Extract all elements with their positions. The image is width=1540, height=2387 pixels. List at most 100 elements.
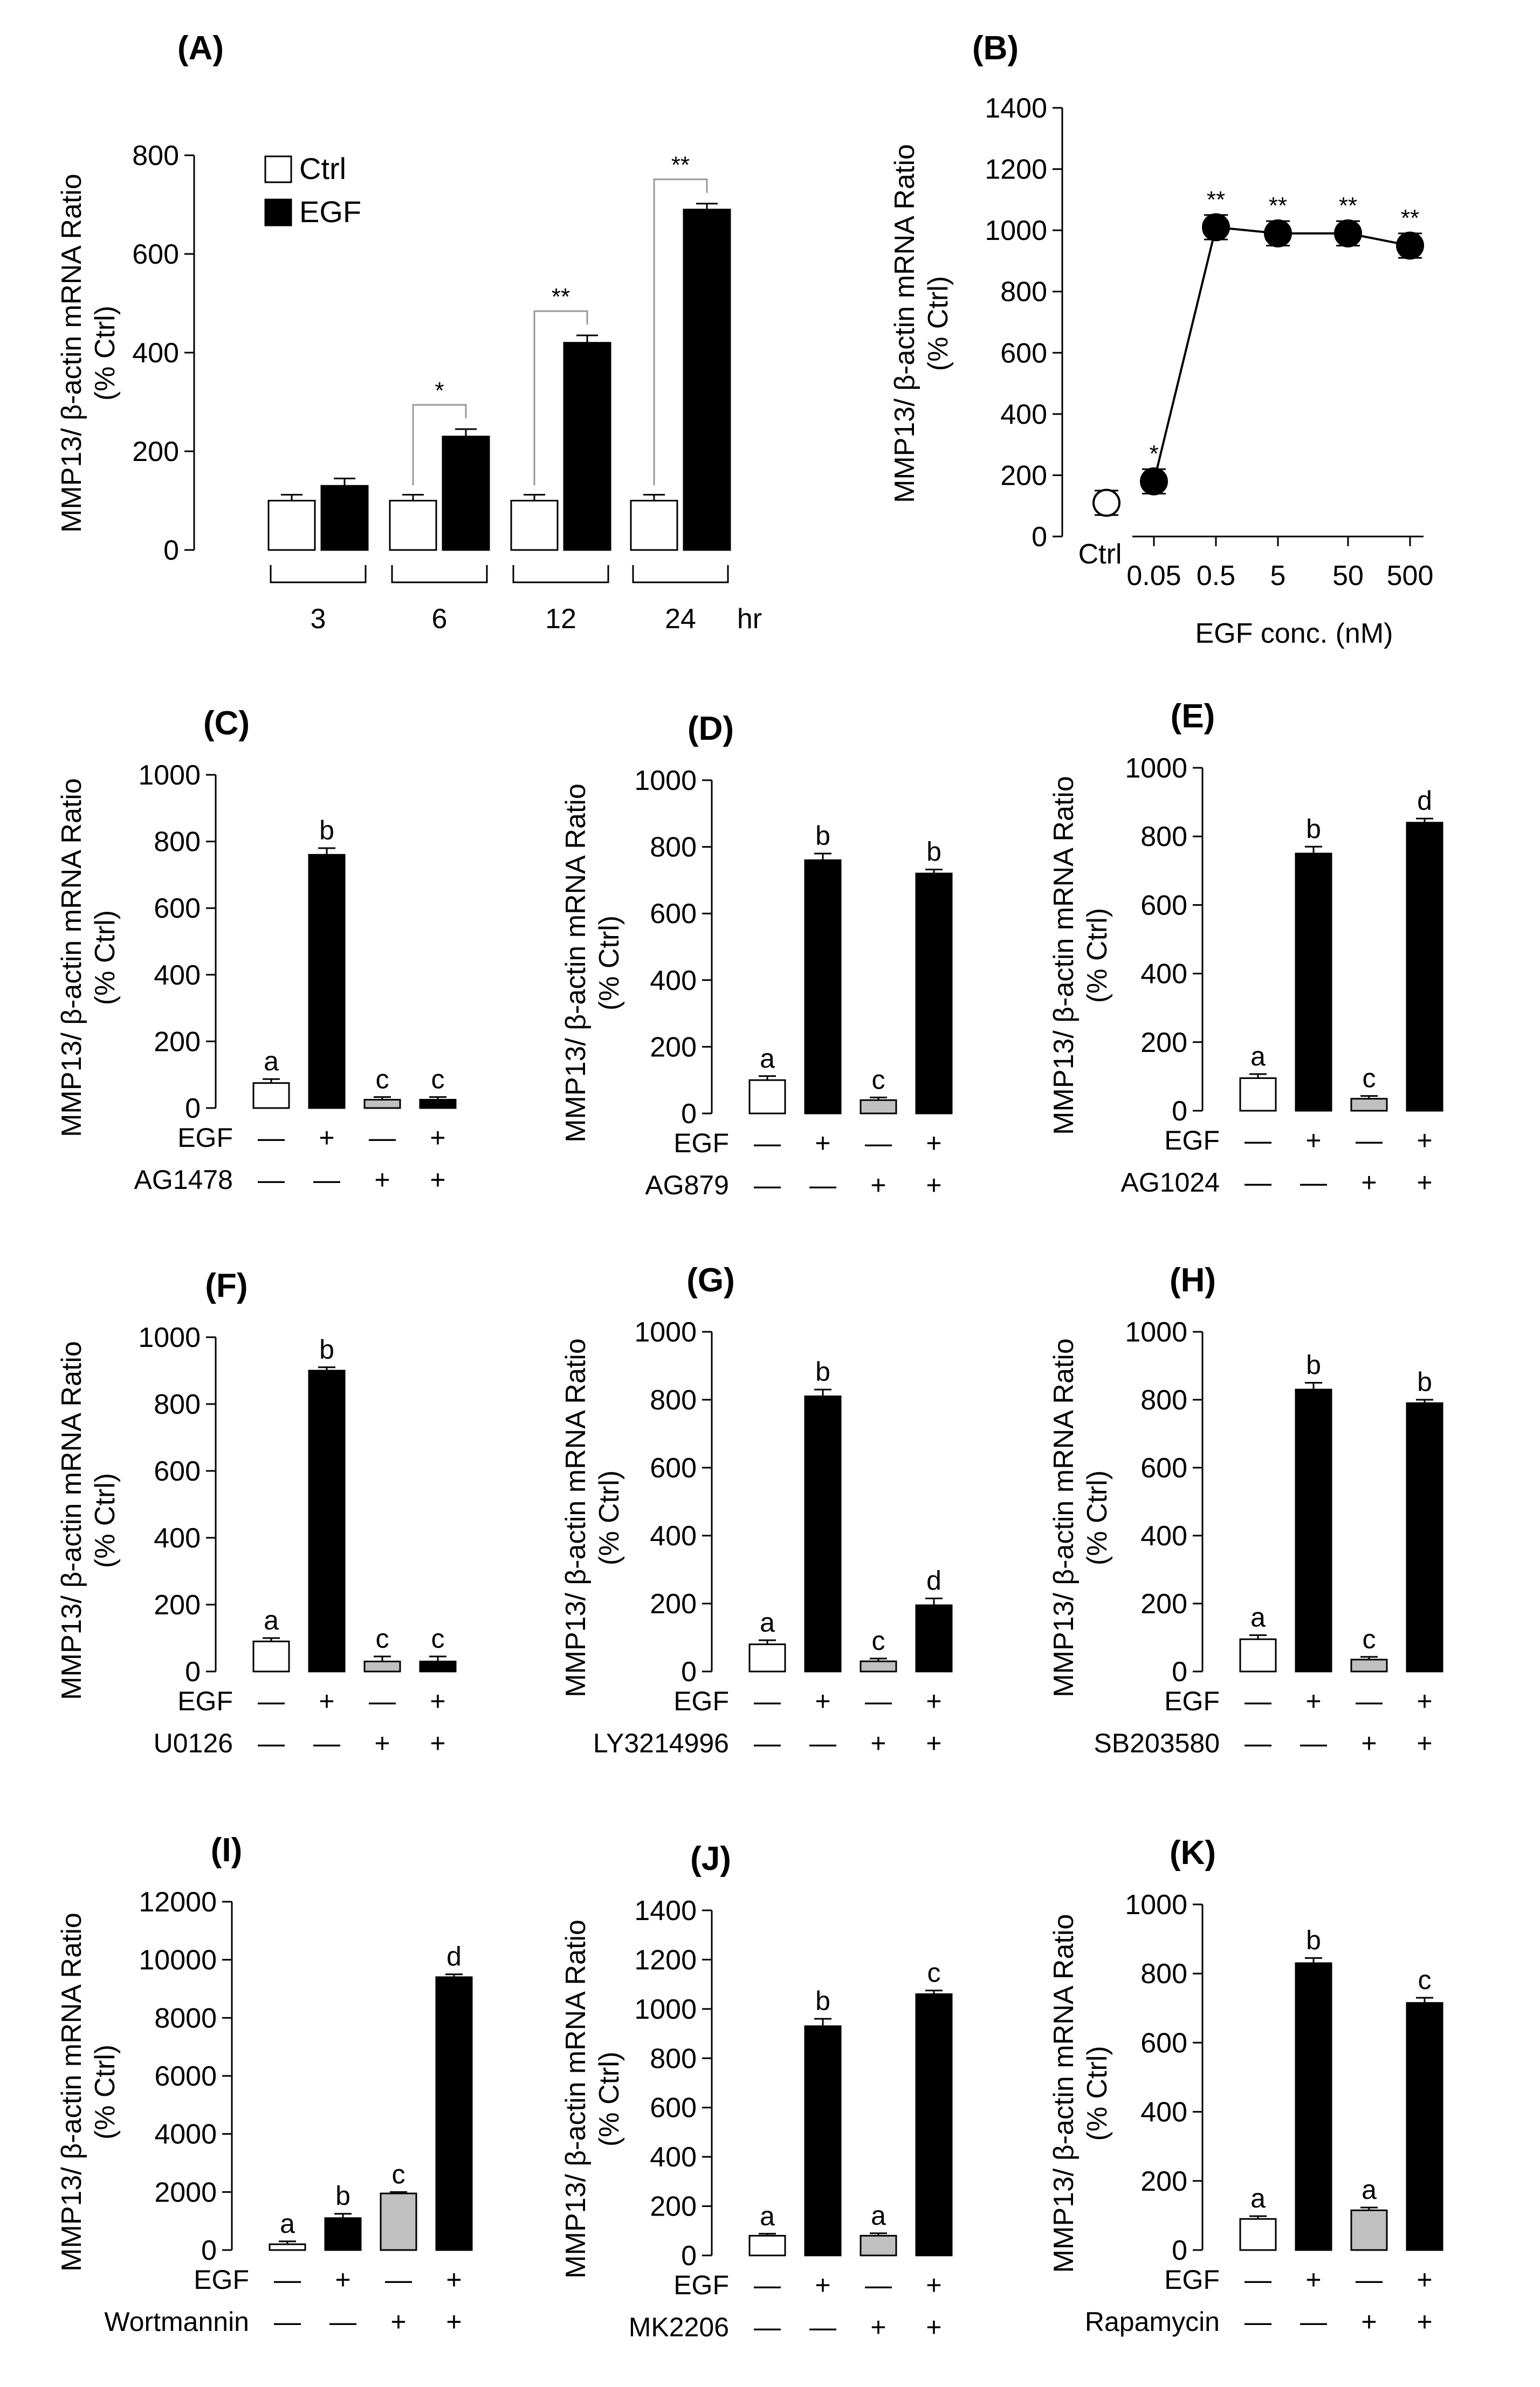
inhibitor-row-label: Rapamycin — [1085, 2307, 1220, 2337]
inhibitor-condition-mark: + — [374, 1728, 390, 1758]
inhibitor-condition-mark: — — [1245, 1167, 1271, 1198]
egf-row-label: EGF — [673, 1128, 729, 1158]
group-letter: c — [376, 1064, 389, 1095]
y-tick-label: 600 — [1140, 1453, 1187, 1484]
inhibitor-condition-mark: — — [1300, 1728, 1327, 1758]
egf-row-label: EGF — [177, 1123, 233, 1153]
significance-mark: ** — [1269, 192, 1287, 219]
bar — [1239, 2218, 1277, 2251]
y-tick-label: 0 — [681, 1656, 697, 1688]
group-letter: b — [815, 1357, 830, 1387]
group-letter: a — [871, 2200, 886, 2231]
y-tick-label: 0 — [201, 2235, 217, 2266]
y-tick-label: 200 — [132, 436, 179, 467]
y-tick-label: 12000 — [139, 1887, 217, 1918]
y-tick-label: 200 — [650, 2191, 697, 2223]
y-axis-title-line2: (% Ctrl) — [594, 916, 625, 1010]
panel-G: (G) 0 200 400 600 800 1000 MMP13/ β-actin mRNA … — [560, 1262, 953, 1758]
inhibitor-condition-mark: + — [1417, 1728, 1432, 1758]
egf-condition-mark: — — [274, 2265, 301, 2295]
y-axis-title-line1: MMP13/ β-actin mRNA Ratio — [560, 1338, 592, 1697]
y-tick-label: 400 — [1140, 1521, 1187, 1552]
inhibitor-condition-mark: + — [1417, 1167, 1432, 1198]
group-bracket — [512, 565, 609, 583]
y-tick-label: 400 — [650, 1521, 697, 1552]
y-axis-title-line2: (% Ctrl) — [1082, 2046, 1113, 2141]
inhibitor-condition-mark: + — [430, 1728, 445, 1758]
bar — [1295, 852, 1332, 1112]
y-tick-label: 200 — [154, 1026, 201, 1057]
group-letter: a — [280, 2209, 295, 2239]
panel-label: (F) — [205, 1267, 248, 1304]
bar-ctrl — [389, 500, 437, 551]
significance-mark: ** — [1339, 192, 1357, 219]
y-axis-title-line1: MMP13/ β-actin mRNA Ratio — [56, 778, 87, 1137]
y-tick-label: 200 — [1140, 1027, 1187, 1058]
inhibitor-condition-mark: + — [446, 2307, 462, 2337]
y-axis-title-line2: (% Ctrl) — [90, 306, 121, 401]
data-point — [1202, 213, 1230, 242]
egf-condition-mark: — — [1356, 2265, 1383, 2295]
group-letter: c — [1363, 1063, 1376, 1093]
group-letter: c — [1363, 1624, 1376, 1654]
x-tick-label: 24 — [665, 603, 696, 635]
egf-condition-mark: + — [926, 2270, 941, 2300]
inhibitor-condition-mark: — — [1300, 1167, 1327, 1198]
egf-row-label: EGF — [673, 2270, 729, 2300]
y-tick-label: 800 — [132, 140, 179, 171]
panel-B: (B) 0 200 400 600 800 1000 1200 1400 MMP13/ β-act… — [889, 30, 1433, 649]
y-tick-label: 400 — [1140, 959, 1187, 990]
x-tick-label: 0.05 — [1126, 560, 1181, 591]
egf-condition-mark: + — [1417, 1125, 1432, 1155]
y-axis-title: MMP13/ β-actin mRNA Ratio (% Ctrl) — [1048, 1338, 1113, 1697]
bar — [804, 859, 842, 1115]
y-tick-label: 600 — [1140, 2027, 1187, 2059]
y-axis-title-line1: MMP13/ β-actin mRNA Ratio — [560, 783, 592, 1143]
significance-mark: ** — [1401, 205, 1419, 231]
bar — [363, 1099, 401, 1109]
inhibitor-row-label: AG1478 — [134, 1165, 233, 1195]
group-letter: c — [376, 1624, 389, 1654]
panel-label: (E) — [1171, 698, 1215, 735]
group-letter: b — [319, 815, 334, 845]
inhibitor-row-label: LY3214996 — [593, 1728, 729, 1758]
bar — [1406, 1402, 1443, 1673]
group-letter: a — [760, 1607, 775, 1638]
egf-condition-mark: + — [335, 2265, 350, 2295]
bar-egf — [442, 436, 490, 551]
group-letter: c — [872, 1064, 885, 1095]
bar — [1239, 1077, 1277, 1112]
y-tick-label: 0 — [681, 1098, 697, 1130]
y-tick-label: 400 — [650, 2142, 697, 2173]
inhibitor-condition-mark: — — [1245, 2307, 1271, 2337]
bar — [1350, 2209, 1388, 2251]
y-axis-title-line2: (% Ctrl) — [1082, 1470, 1113, 1565]
y-tick-label: 800 — [154, 1389, 201, 1420]
group-letter: c — [872, 1626, 885, 1656]
y-tick-label: 1000 — [634, 765, 697, 796]
group-letter: c — [1418, 1965, 1432, 1995]
x-tick-label: 12 — [545, 603, 576, 635]
y-tick-label: 200 — [650, 1588, 697, 1620]
inhibitor-condition-mark: + — [1417, 2307, 1432, 2337]
bar — [252, 1640, 290, 1673]
panel-label: (C) — [203, 705, 250, 742]
y-tick-label: 400 — [1140, 2097, 1187, 2128]
bar — [748, 1643, 786, 1673]
y-tick-label: 400 — [154, 1523, 201, 1554]
group-bracket — [391, 565, 488, 583]
bar-ctrl — [630, 500, 678, 551]
egf-condition-mark: — — [865, 1686, 892, 1716]
panel-label: (A) — [177, 30, 224, 67]
bar-ctrl — [510, 500, 559, 551]
group-letter: d — [926, 1566, 941, 1596]
egf-row-label: EGF — [1164, 2265, 1220, 2295]
y-tick-label: 600 — [154, 1456, 201, 1487]
bar — [324, 2217, 362, 2251]
bar — [308, 1370, 346, 1673]
series-line — [1153, 226, 1411, 482]
significance-mark: * — [435, 377, 444, 404]
y-tick-label: 200 — [1140, 2166, 1187, 2197]
legend-swatch-ctrl — [264, 155, 292, 183]
y-tick-label: 1400 — [634, 1895, 697, 1927]
